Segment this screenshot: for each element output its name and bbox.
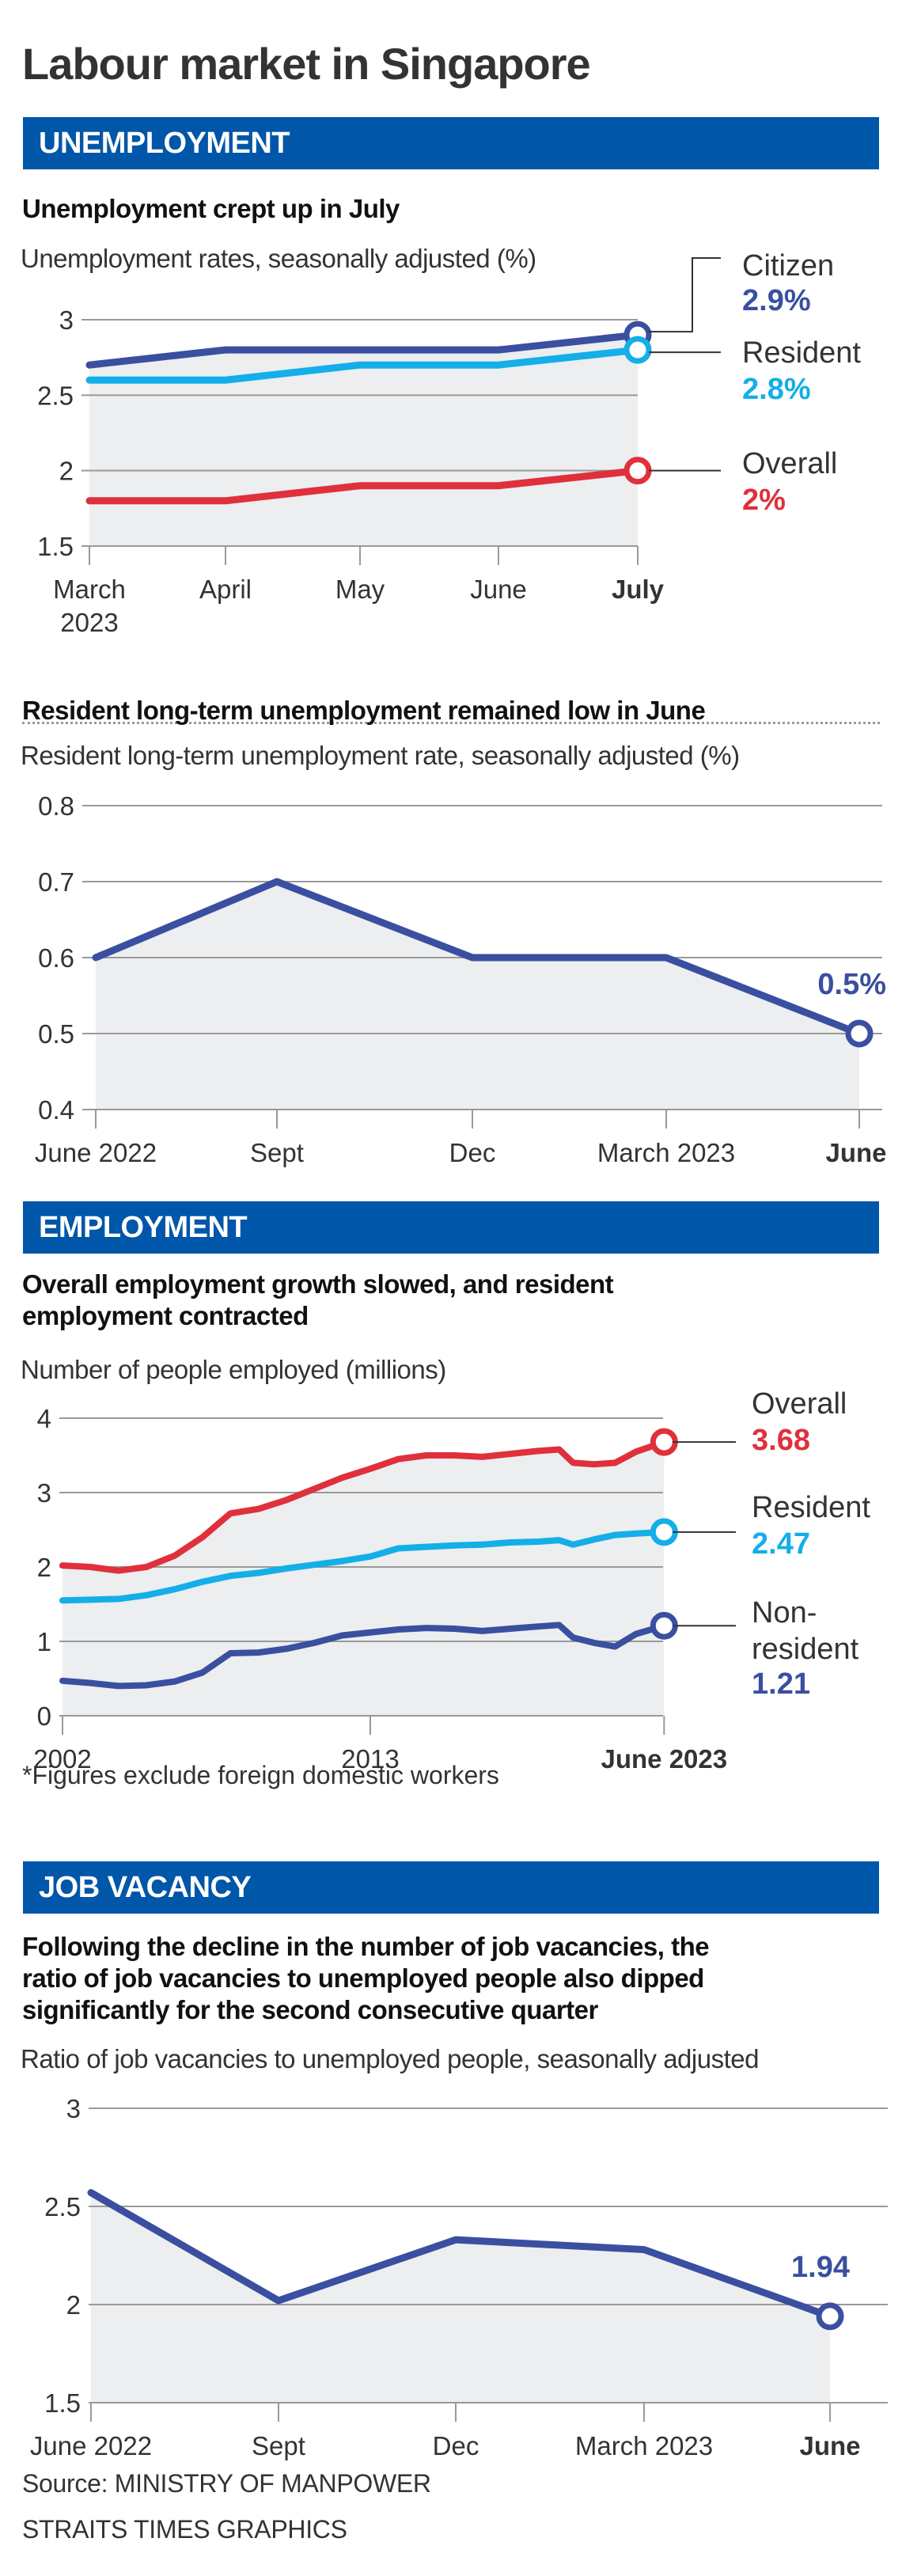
x-tick-label: 2023 <box>60 608 118 637</box>
legend-label-overall: Overall <box>752 1387 847 1421</box>
end-value-label: 0.5% <box>817 968 886 1001</box>
x-tick-label: 2002 <box>33 1744 91 1774</box>
chart-heading-vacancy-line1: Following the decline in the number of j… <box>22 1932 710 1961</box>
legend-value-overall: 3.68 <box>752 1424 810 1457</box>
y-tick-label: 0 <box>37 1702 51 1731</box>
series-line-overall <box>59 1439 668 1574</box>
x-tick-label: Sept <box>252 2431 305 2460</box>
y-tick-label: 2 <box>37 1553 51 1582</box>
y-tick-label: 4 <box>37 1404 51 1433</box>
chart-description-long-term: Resident long-term unemployment rate, se… <box>21 741 740 770</box>
x-tick-label: June 2022 <box>35 1138 157 1167</box>
y-tick-label: 2.5 <box>44 2192 81 2221</box>
y-tick-label: 1.5 <box>37 532 74 561</box>
chart-description-employment: Number of people employed (millions) <box>21 1355 446 1384</box>
source-credit: Source: MINISTRY OF MANPOWER <box>22 2469 431 2498</box>
x-tick-label: June <box>825 1138 886 1167</box>
x-tick-label: June 2023 <box>601 1744 728 1774</box>
legend-label-non-resident-line1: Non- <box>752 1596 817 1629</box>
legend-value-non-resident: 1.21 <box>752 1667 810 1701</box>
y-tick-label: 0.5 <box>38 1019 74 1049</box>
legend-value-resident: 2.8% <box>742 373 811 406</box>
section-title-job-vacancy: JOB VACANCY <box>39 1871 252 1904</box>
graphics-credit: STRAITS TIMES GRAPHICS <box>22 2515 347 2544</box>
chart-heading-long-term: Resident long-term unemployment remained… <box>22 696 706 725</box>
y-tick-label: 0.7 <box>38 867 74 897</box>
chart-heading-employment: Overall employment growth slowed, and re… <box>22 1269 614 1332</box>
section-bar-job-vacancy: JOB VACANCY <box>23 1861 879 1914</box>
chart-heading-vacancy-line3: significantly for the second consecutive… <box>22 1995 598 2024</box>
chart-heading-vacancy-line2: ratio of job vacancies to unemployed peo… <box>22 1963 704 1993</box>
chart-long-term-unemployment: 0.4 0.5 0.6 0.7 0.8 June 2022 Sept Dec March 202… <box>35 791 887 1167</box>
series-line-citizen <box>85 331 642 369</box>
legend-value-citizen: 2.9% <box>742 284 811 317</box>
end-point-marker <box>623 336 652 364</box>
series-line-job-vacancy-ratio <box>87 2189 834 2320</box>
x-tick-label: March 2023 <box>597 1138 735 1167</box>
y-tick-label: 3 <box>37 1478 51 1508</box>
x-tick-label: June <box>799 2431 860 2460</box>
leader-line <box>649 257 721 333</box>
x-tick-label: June 2022 <box>30 2431 152 2460</box>
chart-heading-vacancy: Following the decline in the number of j… <box>22 1931 710 2026</box>
chart-area-fill <box>89 335 638 546</box>
x-tick-label: 2013 <box>341 1744 399 1774</box>
y-tick-label: 0.8 <box>38 791 74 821</box>
x-tick-label: June <box>470 575 527 604</box>
y-tick-label: 1.5 <box>44 2388 81 2418</box>
page-title: Labour market in Singapore <box>22 39 591 89</box>
x-tick-label: April <box>199 575 252 604</box>
x-tick-label: March <box>53 575 126 604</box>
series-line-resident <box>85 346 642 384</box>
chart-heading-employment-line2: employment contracted <box>22 1301 309 1330</box>
y-tick-label: 1 <box>37 1627 51 1656</box>
chart-description-unemployment: Unemployment rates, seasonally adjusted … <box>21 244 536 273</box>
dashed-divider <box>22 722 880 724</box>
legend-value-overall: 2% <box>742 484 786 517</box>
footnote-employment: *Figures exclude foreign domestic worker… <box>22 1761 499 1789</box>
chart-unemployment-rates: 1.5 2 2.5 3 March 2023 April May June July Citizen… <box>37 249 861 637</box>
series-line-resident <box>59 1528 668 1604</box>
y-tick-label: 2 <box>66 2290 81 2320</box>
y-tick-label: 0.4 <box>38 1095 74 1125</box>
chart-heading-employment-line1: Overall employment growth slowed, and re… <box>22 1269 614 1299</box>
legend-value-resident: 2.47 <box>752 1527 810 1561</box>
x-tick-label: March 2023 <box>575 2431 713 2460</box>
section-bar-employment: EMPLOYMENT <box>23 1201 879 1254</box>
y-tick-label: 3 <box>66 2094 81 2123</box>
section-title-employment: EMPLOYMENT <box>39 1211 248 1244</box>
chart-heading-unemployment: Unemployment crept up in July <box>22 194 400 223</box>
x-tick-label: July <box>612 575 665 604</box>
section-bar-unemployment: UNEMPLOYMENT <box>23 117 879 169</box>
legend-label-overall: Overall <box>742 447 837 480</box>
series-line-resident-long-term-unemployment-rate <box>92 878 863 1038</box>
chart-area-fill <box>91 2192 830 2403</box>
x-tick-label: Dec <box>449 1138 496 1167</box>
series-line-non-resident <box>59 1622 668 1690</box>
series-line-overall <box>85 467 642 505</box>
end-point-marker <box>816 2302 844 2331</box>
section-title-unemployment: UNEMPLOYMENT <box>39 127 290 160</box>
chart-area-fill <box>96 882 859 1110</box>
chart-job-vacancy-ratio: 1.5 2 2.5 3 June 2022 Sept Dec March 2023 June 1.… <box>30 2094 888 2460</box>
x-tick-label: Sept <box>250 1138 304 1167</box>
y-tick-label: 2 <box>59 457 74 486</box>
legend-label-non-resident-line2: resident <box>752 1633 859 1666</box>
end-value-label: 1.94 <box>791 2251 850 2284</box>
y-tick-label: 0.6 <box>38 943 74 973</box>
x-tick-label: Dec <box>433 2431 479 2460</box>
end-point-marker <box>845 1019 874 1048</box>
legend-label-resident: Resident <box>752 1491 870 1524</box>
chart-area-fill <box>63 1442 665 1716</box>
legend-label-citizen: Citizen <box>742 249 834 283</box>
y-tick-label: 2.5 <box>37 381 74 410</box>
legend-label-resident: Resident <box>742 336 861 370</box>
y-tick-label: 3 <box>59 305 74 335</box>
chart-description-vacancy: Ratio of job vacancies to unemployed peo… <box>21 2044 759 2073</box>
x-tick-label: May <box>335 575 385 604</box>
